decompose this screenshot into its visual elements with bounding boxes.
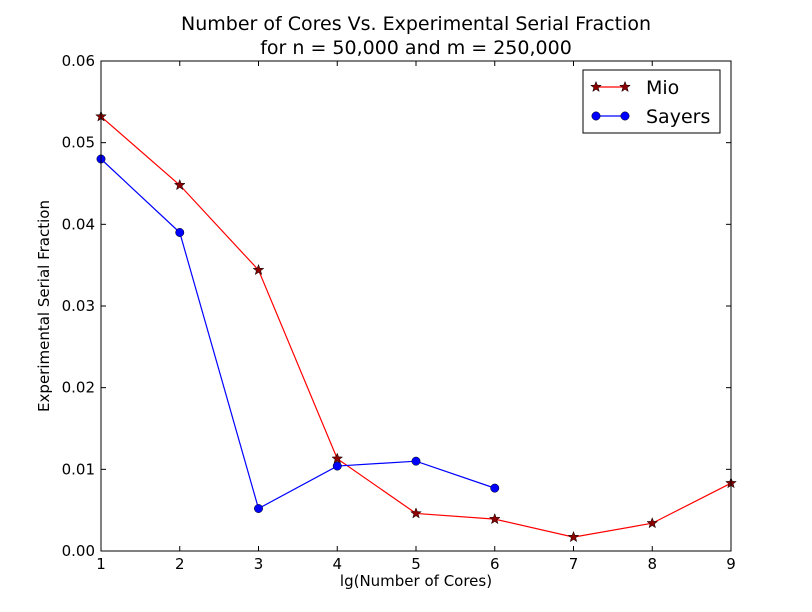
plot-area-frame xyxy=(100,60,732,552)
data-point-sayers xyxy=(254,504,263,513)
series-line-sayers xyxy=(100,158,495,510)
x-tick-label: 4 xyxy=(332,555,342,573)
x-tick-label: 2 xyxy=(175,555,185,573)
series-line-mio xyxy=(100,116,732,538)
data-point-mio xyxy=(173,178,186,191)
x-tick-label: 6 xyxy=(490,555,500,573)
legend-label-mio: Mio xyxy=(646,77,679,99)
chart-title-line1: Number of Cores Vs. Experimental Serial … xyxy=(181,13,651,35)
data-point-mio xyxy=(488,512,501,525)
legend-marker-sayers xyxy=(620,111,630,121)
legend-label-sayers: Sayers xyxy=(646,106,710,128)
x-tick-label: 3 xyxy=(254,555,264,573)
data-point-mio xyxy=(252,263,265,276)
y-tick-label: 0.05 xyxy=(62,134,95,152)
y-tick-label: 0.02 xyxy=(62,379,95,397)
chart-title-line2: for n = 50,000 and m = 250,000 xyxy=(260,37,572,59)
data-point-mio xyxy=(567,530,580,543)
data-point-sayers xyxy=(490,483,500,493)
x-tick-label: 1 xyxy=(96,555,106,573)
series-mio xyxy=(95,110,737,543)
y-tick-label: 0.00 xyxy=(62,542,95,560)
data-point-sayers xyxy=(411,456,421,466)
data-point-mio xyxy=(331,452,344,464)
data-point-sayers xyxy=(332,461,342,471)
legend-marker-sayers xyxy=(591,111,601,121)
x-axis-label: lg(Number of Cores) xyxy=(340,572,492,590)
x-tick-label: 8 xyxy=(647,555,657,573)
data-point-mio xyxy=(646,517,659,529)
data-point-mio xyxy=(410,507,422,519)
x-tick-label: 5 xyxy=(411,555,421,573)
y-tick-label: 0.06 xyxy=(62,52,95,70)
series-sayers xyxy=(96,154,500,513)
legend-box xyxy=(582,69,721,134)
y-axis-label: Experimental Serial Fraction xyxy=(35,200,53,412)
y-tick-label: 0.03 xyxy=(62,297,95,315)
legend: Mio Sayers xyxy=(582,69,721,134)
legend-marker-mio xyxy=(619,80,631,93)
legend-marker-mio xyxy=(590,80,602,93)
y-tick-label: 0.01 xyxy=(62,460,95,478)
y-tick-label: 0.04 xyxy=(62,215,95,233)
x-tick-label: 7 xyxy=(569,555,579,573)
data-point-sayers xyxy=(175,228,185,237)
x-tick-label: 9 xyxy=(726,555,736,573)
